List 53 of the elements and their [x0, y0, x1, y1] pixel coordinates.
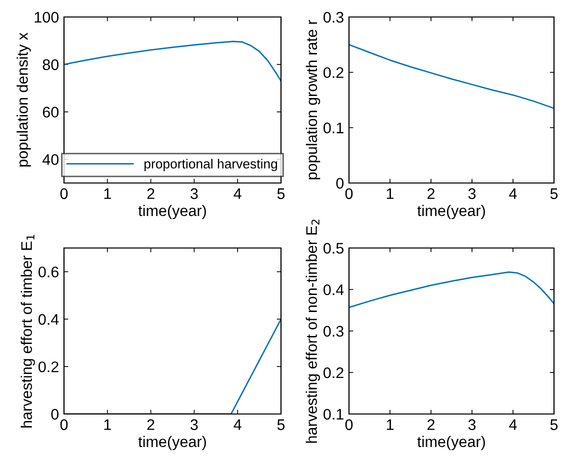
y-tick-label: 0.1	[324, 122, 344, 134]
x-tick-label: 0	[345, 188, 353, 200]
y-tick-label: 100	[34, 12, 59, 23]
y-axis-title: population density x	[16, 32, 31, 167]
x-tick-label: 0	[60, 419, 68, 430]
x-tick-label: 3	[190, 419, 198, 430]
x-tick-label: 2	[147, 188, 154, 199]
x-tick-label: 4	[234, 419, 242, 430]
x-tick-label: 5	[550, 188, 558, 200]
x-axis-title: time(year)	[138, 204, 206, 220]
x-tick-label: 5	[550, 419, 558, 430]
y-axis-title: harvesting effort of timber E$_{1}$	[20, 234, 36, 428]
x-tick-label: 4	[509, 419, 517, 430]
x-axis-title: time(year)	[138, 436, 206, 450]
y-tick-label: 0.4	[38, 314, 59, 325]
x-tick-label: 5	[277, 419, 285, 430]
x-tick-label: 4	[234, 188, 242, 199]
x-tick-label: 3	[190, 188, 198, 200]
y-tick-label: 0.5	[324, 242, 344, 254]
y-tick-label: 0.6	[38, 266, 58, 278]
y-tick-label: 0.3	[324, 326, 344, 337]
x-tick-label: 0	[345, 419, 353, 430]
x-tick-label: 4	[509, 188, 517, 199]
x-tick-label: 2	[147, 419, 154, 430]
y-tick-label: 40	[42, 154, 59, 165]
x-tick-label: 1	[386, 419, 394, 430]
x-tick-label: 5	[277, 188, 285, 200]
line-series	[349, 271, 554, 308]
x-tick-label: 1	[104, 419, 111, 430]
x-tick-label: 0	[60, 188, 68, 200]
y-tick-label: 0	[51, 408, 59, 420]
x-tick-label: 1	[386, 188, 394, 199]
line-series	[349, 44, 554, 109]
y-tick-label: 0.4	[324, 284, 344, 296]
y-tick-label: 80	[42, 59, 59, 70]
legend-label: proportional harvesting	[144, 158, 278, 172]
y-tick-label: 0.2	[38, 361, 58, 372]
x-tick-label: 2	[428, 188, 434, 199]
x-tick-label: 3	[468, 188, 476, 200]
y-tick-label: 0.1	[324, 408, 344, 420]
x-tick-label: 1	[104, 188, 111, 199]
line-series	[64, 40, 281, 82]
y-axis-title: harvesting effort of non-timber E$_{2}$	[306, 220, 320, 443]
y-tick-label: 0.2	[324, 67, 344, 78]
x-tick-label: 3	[468, 419, 476, 430]
x-tick-label: 2	[428, 419, 434, 430]
x-axis-title: time(year)	[417, 204, 485, 220]
y-tick-label: 0.2	[324, 367, 344, 378]
x-axis-title: time(year)	[417, 436, 485, 450]
y-tick-label: 0	[336, 178, 344, 189]
y-tick-label: 0.3	[324, 12, 344, 23]
y-axis-title: population growth rate r	[306, 20, 320, 180]
y-tick-label: 60	[42, 106, 59, 118]
